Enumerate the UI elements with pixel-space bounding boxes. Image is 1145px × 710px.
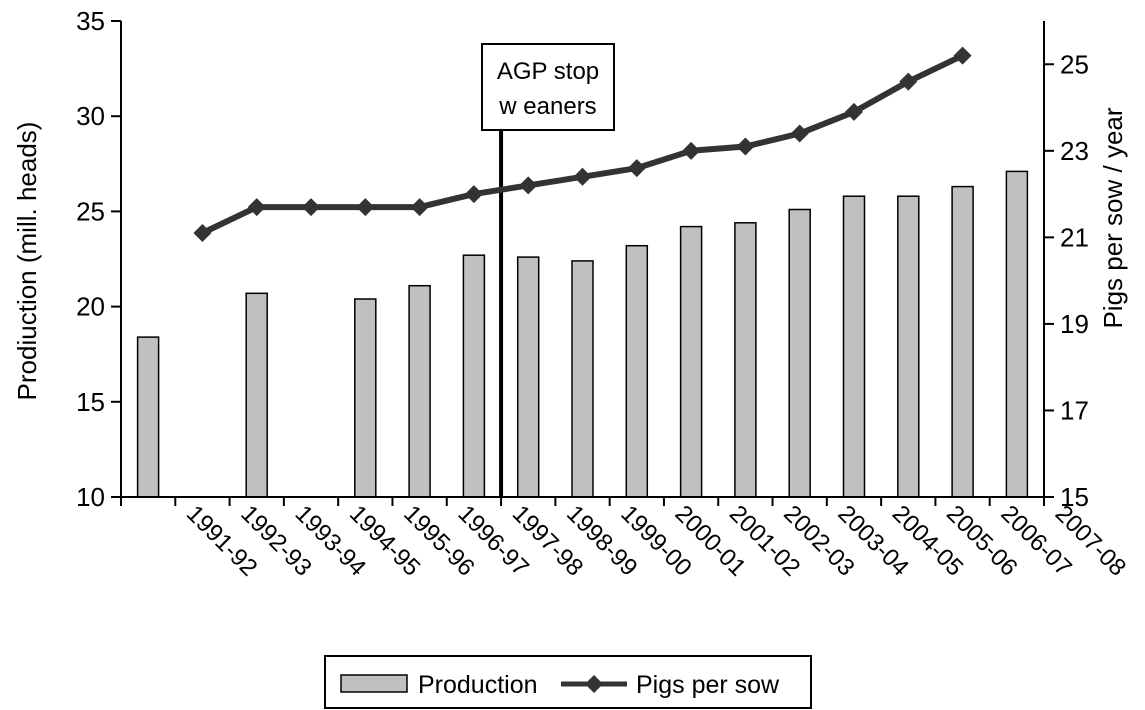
bar-production	[788, 208, 811, 498]
production-bars	[136, 170, 1029, 498]
bar-production	[679, 225, 703, 498]
point-pigs-per-sow	[464, 185, 483, 204]
annotation-box	[481, 43, 615, 131]
point-pigs-per-sow	[682, 141, 701, 160]
legend-swatch-diamond	[585, 675, 603, 693]
bar-production	[625, 244, 649, 498]
point-pigs-per-sow	[573, 167, 592, 186]
bar-production	[136, 336, 160, 498]
bar-production	[734, 222, 757, 498]
bar-production	[571, 260, 594, 498]
bar-production	[842, 195, 866, 498]
point-pigs-per-sow	[627, 159, 646, 178]
y-tick-label-left: 10	[76, 482, 105, 512]
x-tick-labels: 1991-921992-931993-941994-951995-961996-…	[181, 500, 1131, 581]
point-pigs-per-sow	[953, 46, 972, 65]
y-tick-label-left: 25	[76, 196, 105, 226]
legend-label-pigs-per-sow: Pigs per sow	[636, 671, 780, 699]
y-tick-label-right: 19	[1060, 309, 1089, 339]
point-pigs-per-sow	[844, 102, 863, 121]
point-pigs-per-sow	[410, 198, 429, 217]
bar-production	[245, 292, 268, 498]
bar-production	[354, 298, 377, 498]
bar-production	[462, 254, 486, 498]
legend-label-production: Production	[418, 671, 538, 699]
legend: Production Pigs per sow	[324, 655, 812, 709]
annotation-line-1: AGP stop	[497, 58, 599, 85]
point-pigs-per-sow	[247, 198, 266, 217]
y-tick-label-right: 17	[1060, 395, 1089, 425]
axes: 10 15 20 25 30 35 15 17 19 21 23 25	[76, 6, 1089, 512]
point-pigs-per-sow	[356, 198, 375, 217]
y-tick-label-left: 15	[76, 387, 105, 417]
point-pigs-per-sow	[193, 224, 212, 243]
point-pigs-per-sow	[519, 176, 538, 195]
y-tick-label-left: 30	[76, 101, 105, 131]
point-pigs-per-sow	[736, 137, 755, 156]
y-tick-label-right: 25	[1060, 49, 1089, 79]
y2-axis-title: Pigs per sow / year	[1098, 107, 1128, 328]
bar-production	[1005, 170, 1029, 498]
bar-production	[951, 185, 974, 498]
y-axis-title: Prodiuction (mill. heads)	[12, 122, 42, 401]
bar-production	[897, 195, 920, 498]
point-pigs-per-sow	[899, 72, 918, 91]
annotation-line-2: w eaners	[498, 93, 596, 120]
point-pigs-per-sow	[302, 198, 321, 217]
y-tick-label-right: 15	[1060, 482, 1089, 512]
point-pigs-per-sow	[790, 124, 809, 143]
y-tick-label-left: 20	[76, 292, 105, 322]
bar-production	[516, 256, 540, 498]
axis-titles: Prodiuction (mill. heads) Pigs per sow /…	[12, 107, 1128, 400]
annotation: AGP stop w eaners	[481, 43, 615, 497]
legend-swatch-production	[340, 674, 408, 693]
y-tick-label-right: 23	[1060, 136, 1089, 166]
y-tick-label-left: 35	[76, 6, 105, 36]
bar-production	[408, 284, 431, 498]
y-tick-label-right: 21	[1060, 222, 1089, 252]
pigs-per-sow-line	[193, 46, 972, 243]
